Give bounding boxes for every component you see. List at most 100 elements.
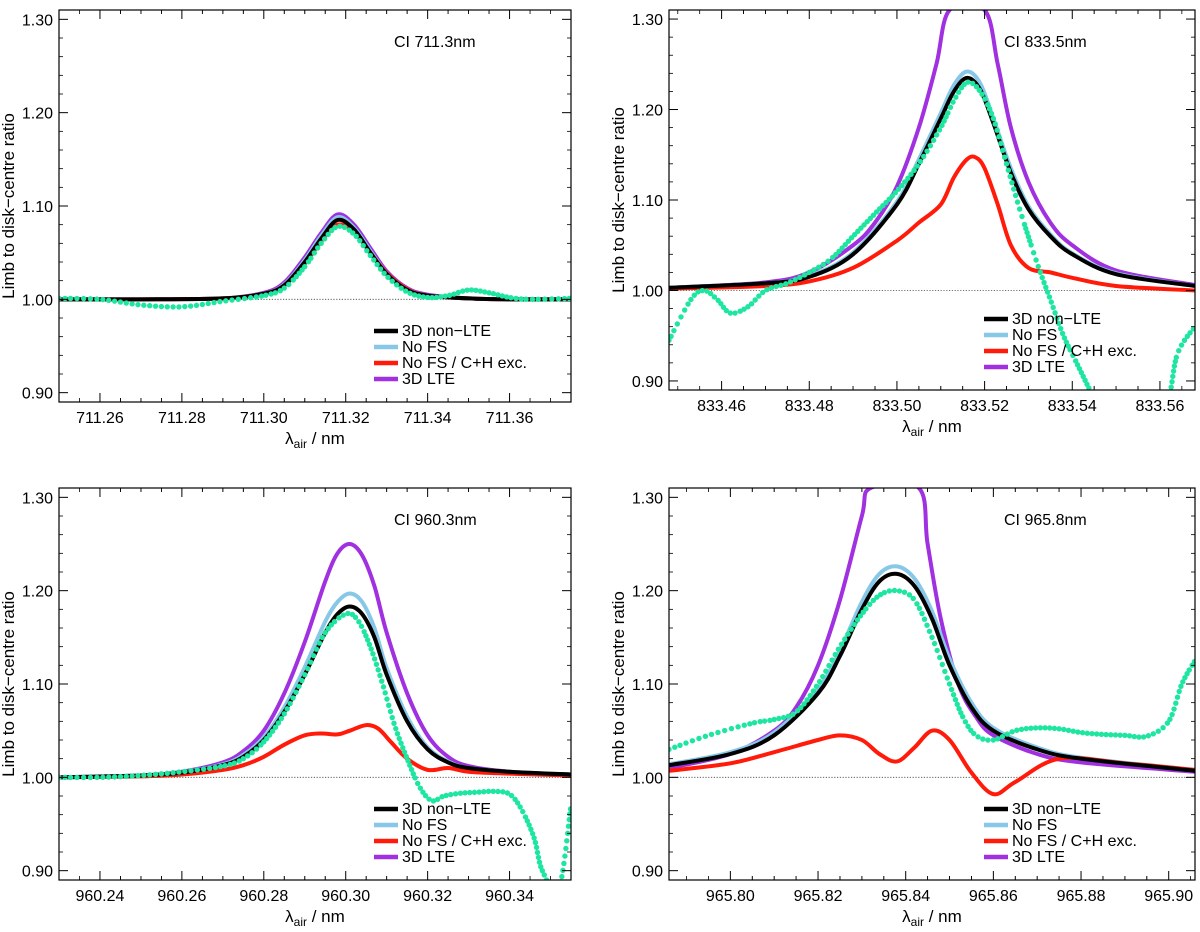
series-nonlte — [59, 604, 571, 780]
observed-point — [367, 252, 373, 259]
observed-point — [1119, 419, 1124, 424]
observed-point — [182, 768, 188, 775]
observed-point — [927, 143, 934, 149]
observed-point — [422, 793, 429, 799]
observed-point — [1190, 326, 1195, 332]
x-axis-label-unit: / nm — [924, 907, 962, 926]
observed-point — [1173, 700, 1179, 706]
series-nonlte — [669, 571, 1195, 773]
x-tick-label: 711.32 — [322, 410, 370, 427]
observed-point — [1054, 315, 1060, 321]
observed-point — [393, 725, 399, 732]
observed-point — [683, 740, 689, 746]
observed-point — [1138, 420, 1143, 425]
observed-point — [387, 708, 394, 715]
observed-point — [229, 297, 235, 303]
observed-point — [1169, 379, 1175, 385]
observed-point — [848, 626, 854, 632]
observed-point — [135, 301, 141, 308]
observed-point — [741, 722, 747, 728]
observed-point — [553, 890, 558, 895]
observed-point — [266, 732, 273, 738]
observed-point — [296, 683, 302, 690]
observed-point — [895, 186, 902, 192]
observed-point — [1044, 289, 1051, 295]
x-tick-label: 960.30 — [321, 888, 370, 905]
observed-point — [891, 587, 898, 594]
observed-point — [205, 300, 211, 307]
observed-point — [541, 872, 547, 878]
x-tick-label: 965.90 — [1144, 888, 1193, 905]
observed-point — [1025, 234, 1032, 240]
observed-point — [924, 622, 930, 628]
observed-point — [299, 677, 305, 684]
observed-point — [1154, 416, 1159, 421]
observed-point — [1170, 368, 1177, 374]
panel-title: CI 833.5nm — [1004, 34, 1087, 51]
x-axis-label-sub: air — [911, 425, 924, 439]
observed-point — [325, 231, 331, 238]
observed-point — [117, 299, 124, 305]
observed-point — [129, 301, 135, 307]
observed-point — [760, 289, 766, 296]
observed-point — [711, 294, 718, 300]
observed-point — [948, 686, 955, 693]
observed-point — [851, 621, 858, 628]
observed-point — [490, 291, 497, 297]
observed-point — [936, 127, 943, 133]
observed-point — [398, 285, 404, 291]
observed-point — [481, 289, 488, 295]
observed-point — [360, 242, 366, 249]
observed-point — [529, 296, 536, 303]
observed-point — [931, 640, 938, 647]
observed-point — [67, 295, 74, 302]
observed-point — [934, 647, 940, 654]
y-axis-label: Limb to disk−centre ratio — [0, 591, 18, 777]
y-tick-label: 0.90 — [632, 374, 663, 391]
observed-point — [826, 662, 832, 669]
observed-point — [1065, 727, 1072, 733]
observed-point — [1046, 294, 1053, 300]
y-tick-label: 0.90 — [22, 386, 53, 403]
observed-point — [1191, 658, 1195, 665]
observed-point — [751, 719, 758, 726]
legend-label-lte: 3D LTE — [402, 371, 455, 388]
observed-point — [783, 281, 789, 287]
x-axis-label: λair / nm — [285, 907, 345, 929]
observed-point — [564, 838, 570, 844]
observed-point — [417, 785, 424, 791]
observed-point — [1117, 732, 1123, 738]
observed-point — [1037, 725, 1044, 731]
observed-point — [341, 224, 348, 230]
observed-point — [315, 245, 321, 251]
y-tick-label: 1.10 — [632, 677, 663, 694]
observed-point — [80, 295, 87, 302]
observed-point — [674, 321, 681, 327]
observed-point — [286, 281, 292, 288]
observed-point — [870, 597, 877, 604]
y-tick-label: 1.30 — [632, 490, 663, 507]
observed-point — [1098, 731, 1105, 737]
observed-point — [798, 704, 804, 711]
y-axis-label: Limb to disk−centre ratio — [609, 107, 628, 293]
observed-point — [1041, 279, 1047, 286]
y-tick-label: 1.20 — [22, 106, 53, 123]
observed-point — [1024, 229, 1030, 236]
observed-point — [336, 615, 342, 621]
observed-point — [1110, 417, 1115, 422]
legend-label-nonlte: 3D non−LTE — [402, 801, 491, 818]
series-observed — [669, 79, 1195, 425]
observed-point — [117, 773, 124, 780]
observed-point — [1140, 734, 1147, 740]
observed-point — [959, 713, 966, 720]
observed-point — [952, 697, 959, 703]
observed-point — [389, 278, 395, 284]
observed-point — [284, 706, 290, 712]
observed-point — [481, 788, 487, 795]
series-nofs — [59, 591, 571, 780]
observed-point — [448, 791, 454, 798]
observed-point — [1035, 263, 1041, 270]
observed-point — [771, 716, 777, 723]
observed-point — [416, 293, 422, 299]
legend-label-nofs: No FS — [402, 817, 447, 834]
